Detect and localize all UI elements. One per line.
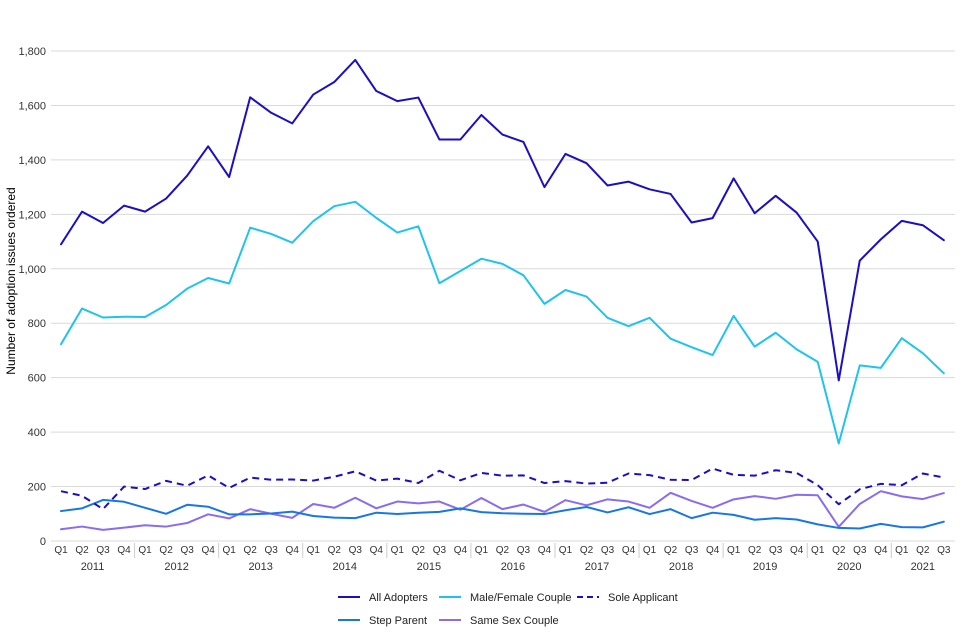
x-tick-label: Q3: [349, 545, 363, 556]
x-tick-label: Q3: [433, 545, 447, 556]
x-tick-label: Q2: [580, 545, 594, 556]
x-tick-label: Q3: [685, 545, 699, 556]
year-label-2018: 2018: [669, 561, 693, 573]
x-tick-label: Q4: [454, 545, 468, 556]
x-axis-ticks: Q1 Q2 Q3 Q4 Q1 Q2 Q3 Q4 Q1 Q2 Q3 Q4 Q1 Q2 Q3 Q4 Q1 Q2 Q3 Q4…: [54, 543, 951, 573]
x-tick-label: Q3: [265, 545, 279, 556]
x-tick-label: Q1: [307, 545, 321, 556]
year-label-2020: 2020: [837, 561, 861, 573]
x-tick-label: Q1: [643, 545, 657, 556]
y-tick-label: 1,600: [18, 100, 46, 112]
x-tick-label: Q4: [874, 545, 888, 556]
x-tick-label: Q1: [138, 545, 152, 556]
x-tick-label: Q4: [117, 545, 131, 556]
x-tick-label: Q1: [811, 545, 825, 556]
x-tick-label: Q1: [475, 545, 489, 556]
x-tick-label: Q2: [412, 545, 426, 556]
x-tick-label: Q3: [601, 545, 615, 556]
x-tick-label: Q1: [54, 545, 68, 556]
x-tick-label: Q2: [159, 545, 173, 556]
legend-item: All Adopters: [338, 592, 428, 604]
year-label-2021: 2021: [911, 561, 935, 573]
y-axis-ticks: 0 200 400 600 800 1,000 1,200 1,400 1,600 1,800: [18, 46, 46, 548]
y-tick-label: 0: [40, 536, 46, 548]
year-label-2013: 2013: [248, 561, 272, 573]
legend-item: Same Sex Couple: [439, 615, 559, 627]
x-tick-label: Q3: [96, 545, 110, 556]
y-tick-label: 1,400: [18, 155, 46, 167]
year-label-2017: 2017: [585, 561, 609, 573]
x-tick-label: Q2: [328, 545, 342, 556]
x-tick-label: Q4: [790, 545, 804, 556]
x-tick-label: Q2: [832, 545, 846, 556]
x-tick-label: Q2: [496, 545, 510, 556]
y-tick-label: 400: [28, 427, 46, 439]
x-tick-label: Q3: [517, 545, 531, 556]
x-tick-label: Q2: [75, 545, 89, 556]
series-line-step-parent: [60, 498, 945, 530]
x-tick-label: Q3: [180, 545, 194, 556]
legend-label: Sole Applicant: [608, 592, 678, 604]
legend-label: Step Parent: [369, 615, 427, 627]
legend: All Adopters Male/Female Couple Sole Appli…: [338, 592, 678, 627]
x-tick-label: Q2: [748, 545, 762, 556]
y-tick-label: 1,200: [18, 209, 46, 221]
gridlines: [51, 50, 955, 542]
x-tick-label: Q2: [916, 545, 930, 556]
series-lines: [60, 58, 945, 531]
legend-item: Step Parent: [338, 615, 427, 627]
series-line-all-adopters: [60, 58, 945, 382]
series-line-sole-applicant: [60, 467, 945, 511]
x-tick-label: Q1: [222, 545, 236, 556]
y-tick-label: 1,800: [18, 46, 46, 58]
y-tick-label: 200: [28, 482, 46, 494]
year-label-2019: 2019: [753, 561, 777, 573]
x-tick-label: Q1: [727, 545, 741, 556]
x-tick-label: Q3: [853, 545, 867, 556]
x-tick-label: Q4: [538, 545, 552, 556]
legend-label: Same Sex Couple: [470, 615, 559, 627]
x-tick-label: Q4: [706, 545, 720, 556]
x-tick-label: Q1: [895, 545, 909, 556]
x-tick-label: Q4: [622, 545, 636, 556]
x-tick-label: Q2: [664, 545, 678, 556]
x-tick-label: Q3: [769, 545, 783, 556]
x-tick-label: Q4: [201, 545, 215, 556]
y-tick-label: 600: [28, 373, 46, 385]
x-tick-label: Q4: [286, 545, 300, 556]
legend-item: Male/Female Couple: [439, 592, 572, 604]
year-label-2015: 2015: [417, 561, 441, 573]
x-tick-label: Q2: [244, 545, 258, 556]
year-label-2012: 2012: [164, 561, 188, 573]
year-label-2011: 2011: [81, 561, 105, 573]
x-tick-label: Q1: [391, 545, 405, 556]
x-tick-label: Q3: [937, 545, 951, 556]
x-tick-label: Q4: [370, 545, 384, 556]
legend-label: Male/Female Couple: [470, 592, 572, 604]
legend-label: All Adopters: [369, 592, 428, 604]
legend-item: Sole Applicant: [577, 592, 678, 604]
x-tick-label: Q1: [559, 545, 573, 556]
y-tick-label: 800: [28, 318, 46, 330]
series-line-male-female-couple: [60, 200, 945, 445]
year-label-2016: 2016: [501, 561, 525, 573]
y-axis-label: Number of adoption issues ordered: [4, 187, 18, 374]
y-tick-label: 1,000: [18, 264, 46, 276]
year-label-2014: 2014: [333, 561, 357, 573]
series-line-same-sex-couple: [60, 490, 945, 531]
